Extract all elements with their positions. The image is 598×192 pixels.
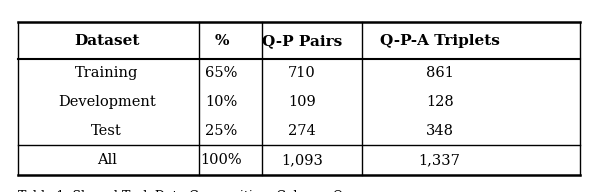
Text: 109: 109 xyxy=(288,95,316,109)
Text: Q-P Pairs: Q-P Pairs xyxy=(262,34,342,48)
Text: 10%: 10% xyxy=(205,95,237,109)
Text: 25%: 25% xyxy=(205,124,237,137)
Text: 128: 128 xyxy=(426,95,453,109)
Text: 65%: 65% xyxy=(205,66,237,80)
Text: 1,093: 1,093 xyxy=(281,153,323,167)
Text: 348: 348 xyxy=(426,124,454,137)
Text: %: % xyxy=(214,34,229,48)
Text: 710: 710 xyxy=(288,66,316,80)
Text: Training: Training xyxy=(75,66,138,80)
Text: All: All xyxy=(97,153,117,167)
Text: 861: 861 xyxy=(426,66,454,80)
Text: Development: Development xyxy=(58,95,155,109)
Text: Dataset: Dataset xyxy=(74,34,139,48)
Text: 1,337: 1,337 xyxy=(419,153,460,167)
Text: Q-P-A Triplets: Q-P-A Triplets xyxy=(380,34,499,48)
Text: 274: 274 xyxy=(288,124,316,137)
Text: Test: Test xyxy=(91,124,122,137)
Text: Table 1: Shared Task Data Composition. Colum... Q: Table 1: Shared Task Data Composition. C… xyxy=(18,190,343,192)
Text: 100%: 100% xyxy=(201,153,242,167)
